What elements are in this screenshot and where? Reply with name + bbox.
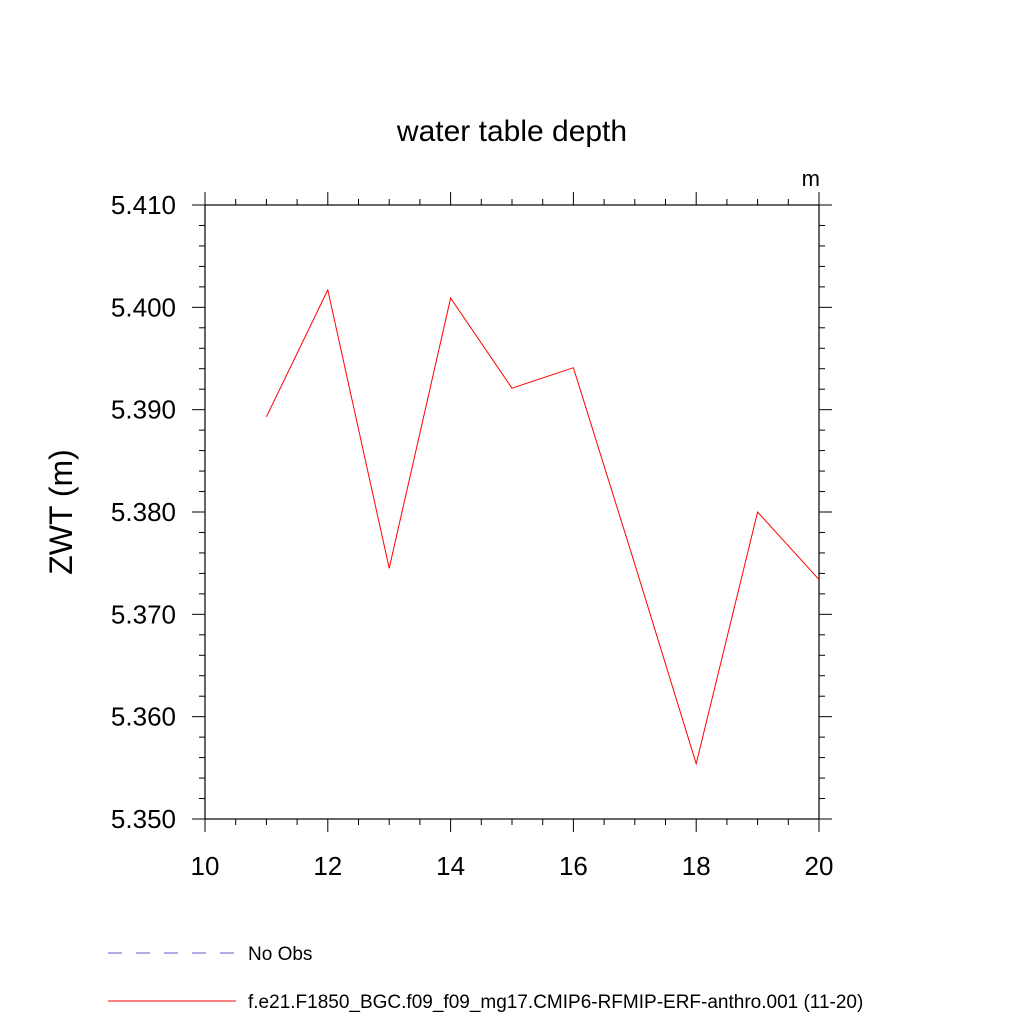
- x-tick-label: 12: [313, 851, 342, 881]
- units-label: m: [802, 166, 820, 191]
- axis-ticks: 10 12 14 16 18 20 5.350 5.360 5.370 5.380 5.390 5.4…: [111, 190, 834, 881]
- series-line-0: [265, 288, 820, 766]
- chart-title: water table depth: [396, 115, 627, 148]
- y-tick-label: 5.400: [111, 292, 176, 322]
- legend-label-1: f.e21.F1850_BGC.f09_f09_mg17.CMIP6-RFMIP…: [248, 992, 863, 1013]
- x-tick-label: 16: [559, 851, 588, 881]
- y-tick-label: 5.390: [111, 395, 176, 425]
- x-tick-label: 20: [805, 851, 834, 881]
- x-tick-label: 10: [191, 851, 220, 881]
- plot-frame: [204, 204, 820, 820]
- legend: No Obs f.e21.F1850_BGC.f09_f09_mg17.CMIP6…: [108, 944, 863, 1013]
- y-axis-label: ZWT (m): [43, 449, 79, 575]
- legend-label-0: No Obs: [248, 944, 312, 965]
- x-tick-label: 18: [682, 851, 711, 881]
- series-layer: [265, 288, 820, 766]
- y-tick-label: 5.360: [111, 702, 176, 732]
- y-tick-label: 5.350: [111, 804, 176, 834]
- y-tick-label: 5.410: [111, 190, 176, 220]
- x-tick-label: 14: [436, 851, 465, 881]
- y-tick-label: 5.380: [111, 497, 176, 527]
- y-tick-label: 5.370: [111, 599, 176, 629]
